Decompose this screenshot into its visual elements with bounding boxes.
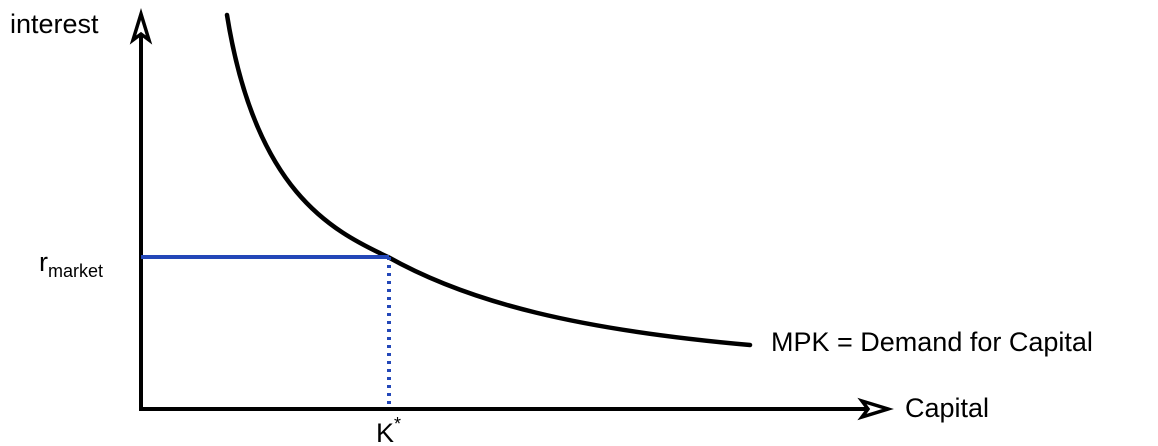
equilibrium-capital-label-base: K xyxy=(376,418,394,446)
x-axis-arrowhead xyxy=(857,397,894,421)
equilibrium-capital-label-superscript: * xyxy=(394,414,401,434)
mpk-curve-label: MPK = Demand for Capital xyxy=(771,327,1093,357)
mpk-demand-curve xyxy=(224,12,753,348)
y-axis-arrowhead xyxy=(129,8,153,45)
market-rate-label-base: r xyxy=(39,247,48,277)
market-rate-label: rmarket xyxy=(39,247,103,281)
market-rate-label-subscript: market xyxy=(48,261,103,281)
equilibrium-capital-label: K* xyxy=(376,414,401,446)
y-axis-label: interest xyxy=(10,9,99,39)
x-axis-label: Capital xyxy=(905,393,989,423)
